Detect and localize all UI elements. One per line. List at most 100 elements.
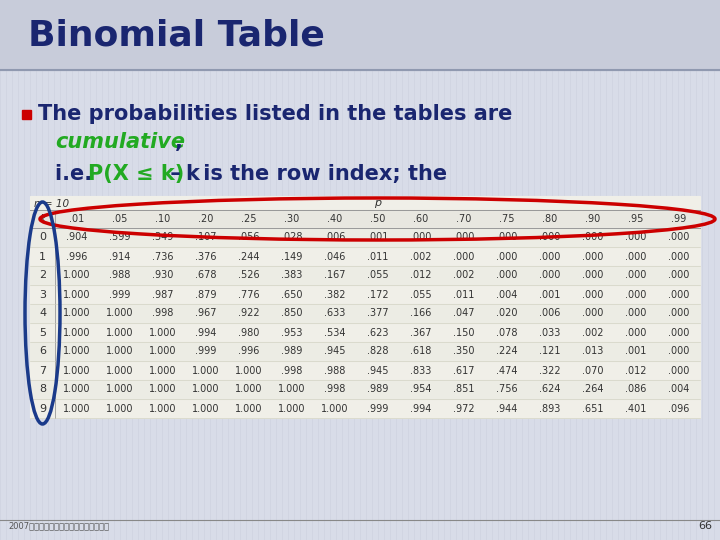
Text: .967: .967	[194, 308, 216, 319]
Text: .011: .011	[366, 252, 388, 261]
Text: .000: .000	[410, 233, 431, 242]
Text: 1.000: 1.000	[192, 384, 220, 395]
Text: .055: .055	[410, 289, 431, 300]
Text: .944: .944	[496, 403, 517, 414]
Text: .988: .988	[324, 366, 345, 375]
Text: .999: .999	[109, 289, 130, 300]
Text: .989: .989	[281, 347, 302, 356]
Text: .987: .987	[152, 289, 174, 300]
Text: .107: .107	[194, 233, 216, 242]
Text: .012: .012	[410, 271, 431, 280]
Text: .998: .998	[281, 366, 302, 375]
Text: .013: .013	[582, 347, 603, 356]
Bar	[30, 304, 700, 323]
Text: 7: 7	[39, 366, 46, 375]
Text: n = 10: n = 10	[34, 199, 69, 209]
Text: 1.000: 1.000	[149, 366, 176, 375]
Bar	[22, 110, 31, 119]
Text: .60: .60	[413, 214, 428, 224]
Text: .000: .000	[625, 289, 646, 300]
Text: .828: .828	[366, 347, 388, 356]
Text: 1.000: 1.000	[106, 366, 133, 375]
Text: .070: .070	[582, 366, 603, 375]
Text: .526: .526	[238, 271, 259, 280]
Text: 1.000: 1.000	[278, 384, 305, 395]
Text: .150: .150	[453, 327, 474, 338]
Text: .833: .833	[410, 366, 431, 375]
Text: .367: .367	[410, 327, 431, 338]
Text: .945: .945	[366, 366, 388, 375]
Text: 1.000: 1.000	[149, 347, 176, 356]
Text: i.e.: i.e.	[55, 164, 99, 184]
Text: .028: .028	[281, 233, 302, 242]
Text: .989: .989	[366, 384, 388, 395]
Text: .998: .998	[152, 308, 174, 319]
Text: 1.000: 1.000	[278, 403, 305, 414]
Bar	[30, 228, 700, 247]
Text: .954: .954	[410, 384, 431, 395]
Text: .000: .000	[668, 366, 689, 375]
Text: .850: .850	[281, 308, 302, 319]
Text: .000: .000	[625, 233, 646, 242]
Text: .002: .002	[582, 327, 603, 338]
Text: 1.000: 1.000	[106, 327, 133, 338]
Text: k: k	[185, 164, 199, 184]
Text: .322: .322	[539, 366, 560, 375]
Text: 1.000: 1.000	[63, 366, 90, 375]
Text: ,: ,	[175, 132, 183, 152]
Text: .736: .736	[152, 252, 174, 261]
Text: .776: .776	[238, 289, 259, 300]
Text: .244: .244	[238, 252, 259, 261]
Text: 1.000: 1.000	[235, 366, 262, 375]
Text: .998: .998	[324, 384, 345, 395]
Text: 6: 6	[39, 347, 46, 356]
Text: .377: .377	[366, 308, 388, 319]
Text: 1.000: 1.000	[320, 403, 348, 414]
Text: .980: .980	[238, 327, 259, 338]
Text: .95: .95	[628, 214, 643, 224]
Text: .914: .914	[109, 252, 130, 261]
Text: .046: .046	[324, 252, 345, 261]
Text: .001: .001	[366, 233, 388, 242]
Text: .001: .001	[625, 347, 646, 356]
Text: 1: 1	[39, 252, 46, 261]
Text: .624: .624	[539, 384, 560, 395]
Text: .000: .000	[625, 327, 646, 338]
Text: .401: .401	[625, 403, 646, 414]
Text: .000: .000	[625, 271, 646, 280]
Text: Binomial Table: Binomial Table	[28, 18, 325, 52]
Text: .000: .000	[496, 271, 517, 280]
Text: .264: .264	[582, 384, 603, 395]
Text: .350: .350	[453, 347, 474, 356]
Text: .000: .000	[582, 289, 603, 300]
Text: 1.000: 1.000	[106, 403, 133, 414]
Text: .996: .996	[238, 347, 259, 356]
Text: .006: .006	[539, 308, 560, 319]
Text: .80: .80	[542, 214, 557, 224]
Text: 1.000: 1.000	[192, 403, 220, 414]
Text: .349: .349	[152, 233, 174, 242]
Text: k: k	[40, 214, 46, 224]
Text: .922: .922	[238, 308, 259, 319]
Text: p: p	[374, 198, 381, 208]
Text: .893: .893	[539, 403, 560, 414]
Text: .999: .999	[366, 403, 388, 414]
Text: .000: .000	[625, 252, 646, 261]
Text: .40: .40	[327, 214, 342, 224]
Text: 1.000: 1.000	[149, 384, 176, 395]
Text: .000: .000	[668, 327, 689, 338]
Text: .000: .000	[668, 308, 689, 319]
Text: .999: .999	[195, 347, 216, 356]
Text: .383: .383	[281, 271, 302, 280]
Text: .000: .000	[539, 271, 560, 280]
Text: .30: .30	[284, 214, 299, 224]
Text: 4: 4	[39, 308, 46, 319]
Text: .056: .056	[238, 233, 259, 242]
Text: .994: .994	[410, 403, 431, 414]
Text: .25: .25	[240, 214, 256, 224]
Text: .000: .000	[539, 233, 560, 242]
Text: .851: .851	[453, 384, 474, 395]
Text: .001: .001	[539, 289, 560, 300]
Text: .904: .904	[66, 233, 87, 242]
Text: .996: .996	[66, 252, 87, 261]
